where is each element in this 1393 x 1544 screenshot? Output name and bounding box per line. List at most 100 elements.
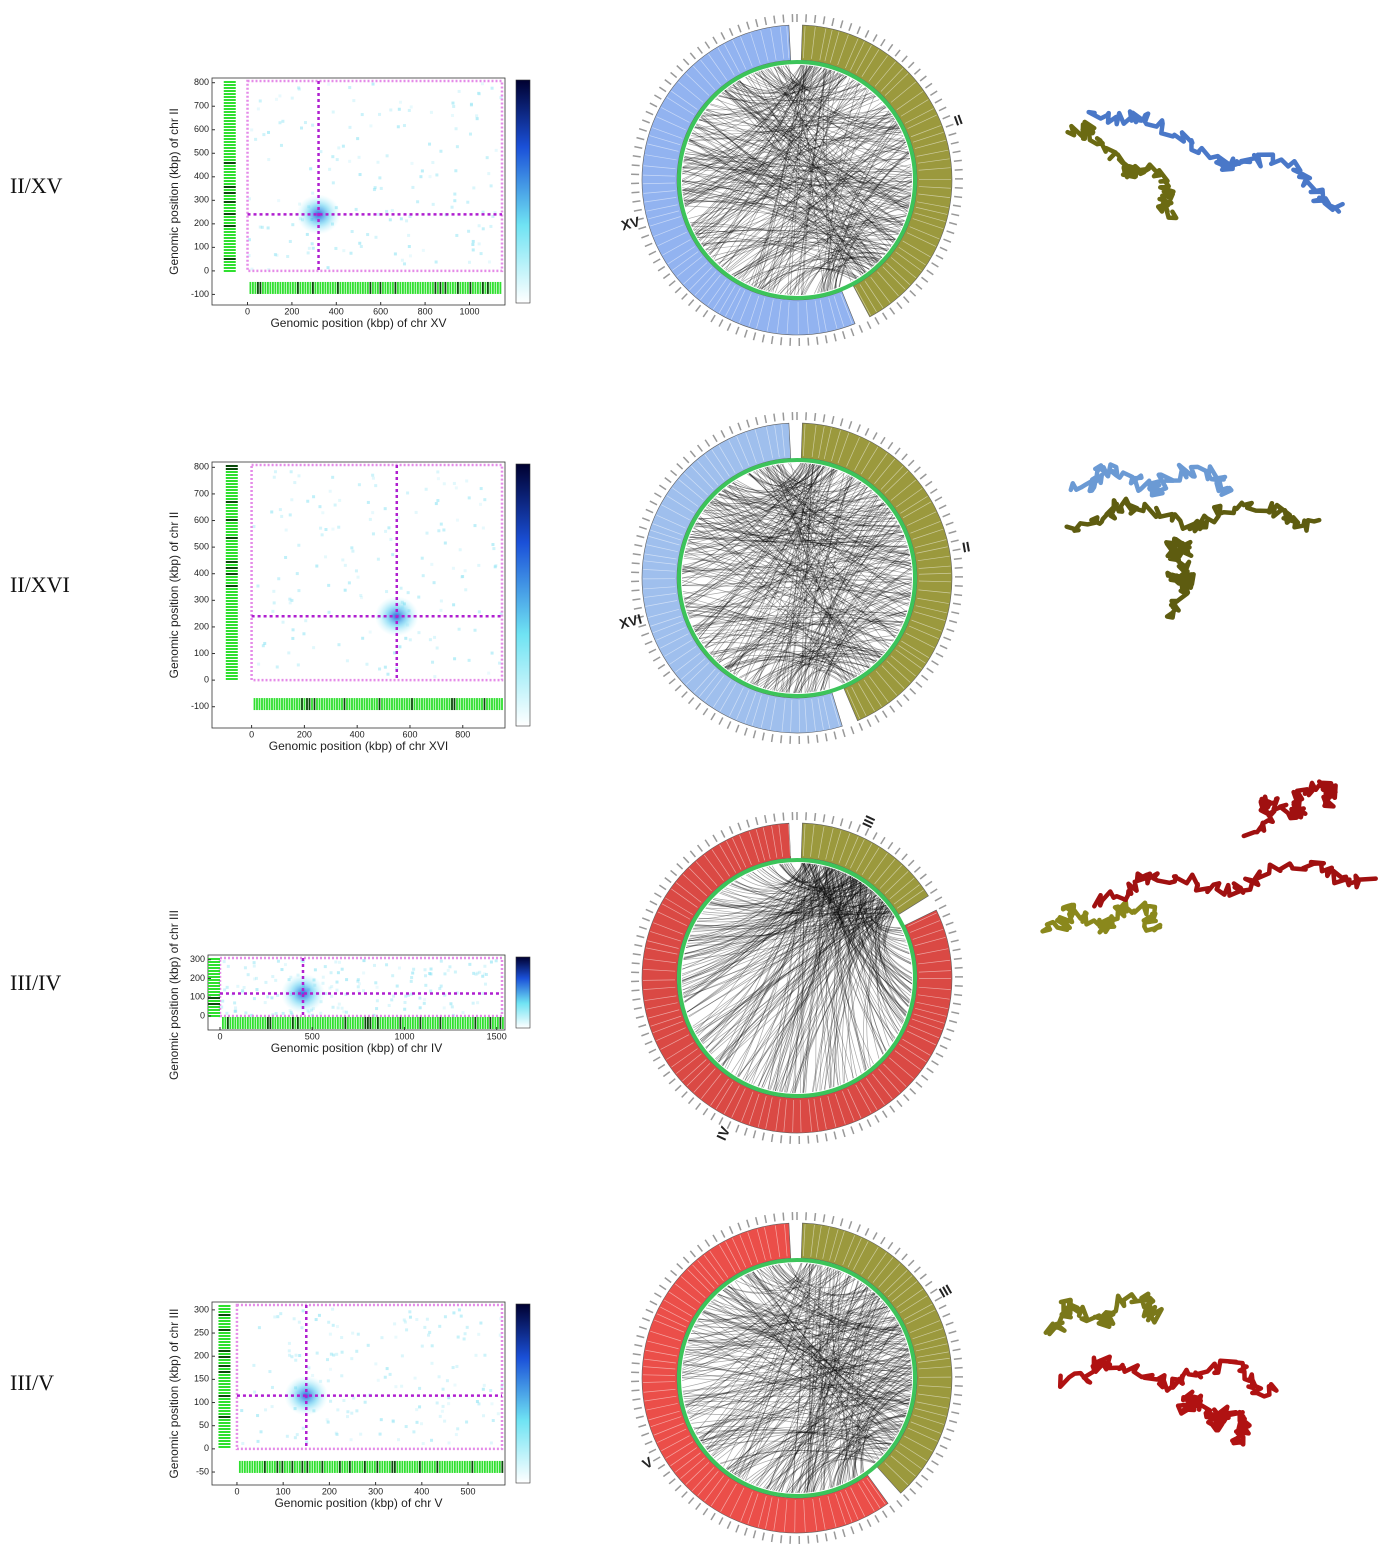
contact-dot	[476, 972, 479, 975]
contact-dot	[446, 1379, 449, 1382]
track-h	[495, 282, 497, 294]
track-v	[218, 1440, 230, 1442]
track-h	[392, 282, 394, 294]
scale-tick	[865, 1228, 868, 1235]
contact-dot	[336, 1325, 339, 1328]
track-v	[208, 1012, 220, 1014]
scale-tick	[922, 675, 928, 680]
y-tick-label: 0	[204, 265, 209, 275]
track-h	[302, 1017, 304, 1029]
track-v	[226, 678, 238, 680]
track-h	[277, 282, 279, 294]
track-h	[452, 1017, 454, 1029]
x-tick-label: 500	[461, 1486, 476, 1496]
track-h	[394, 1461, 396, 1473]
track-h	[421, 1461, 423, 1473]
scale-tick	[865, 828, 868, 835]
track-v	[208, 970, 220, 972]
scale-tick	[922, 1075, 928, 1080]
contact-dot	[472, 240, 475, 243]
track-h	[296, 698, 298, 710]
scale-tick	[638, 1425, 646, 1427]
contact-dot	[398, 967, 401, 970]
contact-dot	[422, 1442, 425, 1445]
scale-tick	[910, 1489, 916, 1495]
contact-dot	[259, 99, 262, 102]
scale-tick	[632, 1399, 640, 1400]
contact-dot	[440, 599, 443, 602]
circos: IIIIV	[631, 812, 963, 1144]
track-v	[224, 102, 236, 104]
track-v	[218, 1368, 230, 1370]
contact-dot	[257, 1440, 260, 1443]
track-h	[262, 1017, 264, 1029]
track-v	[226, 636, 238, 638]
contact-dot	[433, 636, 436, 639]
scale-tick	[646, 111, 653, 114]
chromosome-3d	[1166, 539, 1193, 618]
track-h	[355, 282, 357, 294]
scale-tick	[946, 922, 954, 925]
contact-dot	[349, 252, 352, 255]
circos: IIIV	[631, 1212, 963, 1544]
track-h	[345, 282, 347, 294]
contact-dot	[306, 233, 309, 236]
track-h	[287, 1017, 289, 1029]
track-h	[259, 1461, 261, 1473]
track-h	[407, 282, 409, 294]
track-h	[275, 282, 277, 294]
track-h	[286, 698, 288, 710]
contact-dot	[442, 1405, 445, 1408]
scale-tick	[904, 1495, 909, 1501]
contact-dot	[233, 1001, 236, 1004]
track-v	[218, 1413, 230, 1415]
contact-dot	[344, 589, 347, 592]
contact-dot	[407, 234, 410, 237]
scale-tick	[641, 633, 648, 636]
scale-tick	[642, 518, 649, 521]
contact-dot	[348, 160, 351, 163]
track-v	[224, 234, 236, 236]
scale-tick	[696, 305, 701, 311]
track-h	[485, 282, 487, 294]
track-v	[226, 618, 238, 620]
track-h	[362, 282, 364, 294]
scale-tick	[637, 138, 645, 140]
track-v	[224, 120, 236, 122]
scale-tick	[703, 310, 708, 317]
scale-tick	[857, 27, 860, 34]
scale-tick	[653, 657, 660, 661]
y-tick-label: 400	[194, 568, 209, 578]
track-h	[301, 1461, 303, 1473]
contact-dot	[225, 1012, 228, 1015]
track-v	[226, 558, 238, 560]
scale-tick	[953, 1003, 961, 1004]
scale-tick	[955, 968, 963, 969]
track-h	[444, 1017, 446, 1029]
contact-dot	[412, 968, 415, 971]
contact-dot	[291, 223, 294, 226]
contact-dot	[401, 1354, 404, 1357]
scale-tick	[943, 637, 950, 640]
track-v	[218, 1362, 230, 1364]
scale-tick	[902, 56, 907, 62]
track-v	[224, 126, 236, 128]
scale-tick	[727, 721, 730, 728]
contact-dot	[418, 1387, 421, 1390]
track-v	[224, 270, 236, 272]
contact-dot	[355, 1350, 358, 1353]
colorbar	[516, 957, 530, 1028]
y-tick-label: 800	[194, 77, 209, 87]
track-h	[352, 282, 354, 294]
contact-dot	[341, 1007, 344, 1010]
scale-tick	[659, 1285, 666, 1289]
contact-dot	[483, 965, 486, 968]
scale-tick	[645, 1041, 652, 1044]
scale-tick	[663, 672, 669, 677]
contact-dot	[270, 510, 273, 513]
track-h	[487, 1017, 489, 1029]
contact-dot	[399, 101, 402, 104]
track-v	[218, 1395, 230, 1397]
scale-tick	[902, 854, 907, 860]
contact-dot	[452, 603, 455, 606]
